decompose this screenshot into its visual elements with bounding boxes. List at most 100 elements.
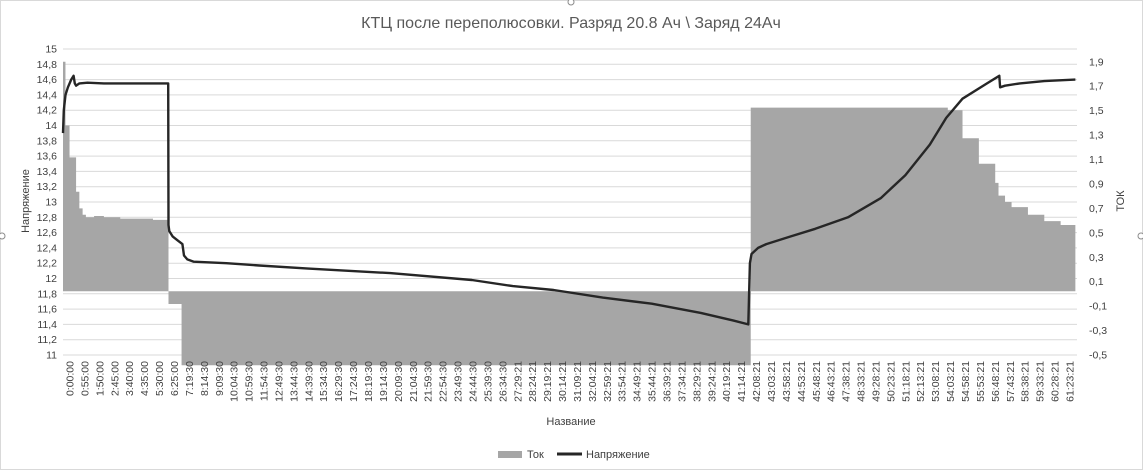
y-right-tick-label: 0,3 bbox=[1089, 252, 1104, 264]
y-left-tick-label: 12,4 bbox=[37, 242, 58, 254]
x-tick-label: 19:14:30 bbox=[378, 361, 390, 402]
y-left-tick-label: 11,4 bbox=[37, 319, 57, 331]
y-left-tick-label: 11 bbox=[46, 350, 57, 362]
y-right-tick-label: 0,9 bbox=[1089, 178, 1104, 190]
x-tick-label: 49:28:21 bbox=[871, 361, 883, 402]
x-tick-label: 34:49:21 bbox=[632, 361, 644, 402]
y-left-tick-label: 15 bbox=[45, 44, 57, 56]
x-tick-label: 41:14:21 bbox=[736, 361, 748, 402]
x-tick-label: 25:39:30 bbox=[482, 361, 494, 402]
resize-handle-left[interactable] bbox=[0, 232, 6, 240]
resize-handle-top[interactable] bbox=[567, 0, 575, 6]
x-tick-label: 8:14:30 bbox=[199, 361, 211, 396]
x-tick-label: 54:03:21 bbox=[945, 361, 957, 402]
x-tick-label: 43:58:21 bbox=[781, 361, 793, 402]
x-tick-label: 32:04:21 bbox=[587, 361, 599, 402]
x-tick-label: 48:33:21 bbox=[856, 361, 868, 402]
y-left-tick-label: 11,8 bbox=[37, 288, 57, 300]
x-tick-label: 14:39:30 bbox=[303, 361, 315, 402]
x-tick-label: 37:34:21 bbox=[676, 361, 688, 402]
y-right-tick-label: -0,5 bbox=[1089, 350, 1107, 362]
y-left-tick-label: 12,8 bbox=[37, 212, 58, 224]
current-area bbox=[63, 61, 1076, 366]
x-tick-label: 10:04:30 bbox=[229, 361, 241, 402]
x-tick-label: 20:09:30 bbox=[393, 361, 405, 402]
x-tick-label: 36:39:21 bbox=[662, 361, 674, 402]
y-left-tick-label: 11,6 bbox=[37, 304, 57, 316]
x-axis-title: Название bbox=[546, 416, 595, 428]
x-tick-label: 30:14:21 bbox=[557, 361, 569, 402]
x-tick-label: 16:29:30 bbox=[333, 361, 345, 402]
x-tick-label: 46:43:21 bbox=[826, 361, 838, 402]
y-right-tick-label: 1,3 bbox=[1089, 130, 1104, 142]
x-tick-label: 50:23:21 bbox=[885, 361, 897, 402]
x-tick-label: 29:19:21 bbox=[542, 361, 554, 402]
y-left-tick-label: 14,6 bbox=[37, 74, 58, 86]
x-tick-label: 21:59:30 bbox=[423, 361, 435, 402]
x-tick-label: 22:54:30 bbox=[438, 361, 450, 402]
x-tick-label: 6:25:00 bbox=[169, 361, 181, 396]
y-left-tick-label: 13 bbox=[45, 197, 57, 209]
y-left-tick-label: 14 bbox=[45, 120, 57, 132]
x-tick-label: 32:59:21 bbox=[602, 361, 614, 402]
x-axis: 0:00:00 0:55:00 1:50:00 2:45:00 3:40:00 4:35:… bbox=[65, 361, 1077, 402]
y-right-tick-label: 0,1 bbox=[1089, 276, 1104, 288]
x-tick-label: 33:54:21 bbox=[617, 361, 629, 402]
x-tick-label: 5:30:00 bbox=[154, 361, 166, 396]
y-left-tick-label: 12,6 bbox=[37, 227, 58, 239]
x-tick-label: 61:23:21 bbox=[1065, 361, 1077, 402]
x-tick-label: 60:28:21 bbox=[1050, 361, 1062, 402]
x-tick-label: 21:04:30 bbox=[408, 361, 420, 402]
x-tick-label: 15:34:30 bbox=[318, 361, 330, 402]
x-tick-label: 27:29:21 bbox=[512, 361, 524, 402]
x-tick-label: 53:08:21 bbox=[930, 361, 942, 402]
x-tick-label: 38:29:21 bbox=[691, 361, 703, 402]
x-tick-label: 57:43:21 bbox=[1005, 361, 1017, 402]
x-tick-label: 2:45:00 bbox=[109, 361, 121, 396]
y-left-tick-label: 13,2 bbox=[37, 181, 58, 193]
legend-current-swatch bbox=[498, 451, 522, 458]
legend: Ток Напряжение bbox=[498, 449, 650, 461]
x-tick-label: 51:18:21 bbox=[900, 361, 912, 402]
y-right-tick-label: 1,5 bbox=[1089, 105, 1104, 117]
x-tick-label: 18:19:30 bbox=[363, 361, 375, 402]
voltage-line-series bbox=[61, 74, 1076, 326]
x-tick-label: 9:09:30 bbox=[214, 361, 226, 396]
x-tick-label: 56:48:21 bbox=[990, 361, 1002, 402]
x-tick-label: 0:00:00 bbox=[65, 361, 77, 396]
y-right-tick-label: -0,3 bbox=[1089, 325, 1107, 337]
y-right-tick-label: 0,5 bbox=[1089, 227, 1104, 239]
x-tick-label: 39:24:21 bbox=[706, 361, 718, 402]
x-tick-label: 1:50:00 bbox=[94, 361, 106, 396]
x-tick-label: 11:54:30 bbox=[259, 361, 271, 401]
y-axis-left-title: Напряжение bbox=[20, 169, 32, 233]
legend-current-label: Ток bbox=[527, 449, 544, 461]
resize-handle-right[interactable] bbox=[1137, 232, 1143, 240]
y-left-tick-label: 14,2 bbox=[37, 105, 58, 117]
x-tick-label: 26:34:30 bbox=[497, 361, 509, 402]
y-left-tick-label: 13,8 bbox=[37, 135, 58, 147]
y-left-tick-label: 13,6 bbox=[37, 151, 58, 163]
x-tick-label: 3:40:00 bbox=[124, 361, 136, 396]
x-tick-label: 10:59:30 bbox=[244, 361, 256, 402]
y-left-tick-label: 12 bbox=[45, 273, 57, 285]
chart-title: КТЦ после переполюсовки. Разряд 20.8 Ач … bbox=[361, 15, 781, 32]
y-left-tick-label: 13,4 bbox=[37, 166, 58, 178]
y-left-tick-label: 14,4 bbox=[37, 89, 58, 101]
y-left-tick-label: 14,8 bbox=[37, 59, 58, 71]
y-left-tick-label: 12,2 bbox=[37, 258, 58, 270]
x-tick-label: 58:38:21 bbox=[1020, 361, 1032, 402]
y-right-tick-label: 0,7 bbox=[1089, 203, 1104, 215]
x-tick-label: 23:49:30 bbox=[453, 361, 465, 402]
x-tick-label: 59:33:21 bbox=[1035, 361, 1047, 402]
x-tick-label: 4:35:00 bbox=[139, 361, 151, 396]
x-tick-label: 12:49:30 bbox=[274, 361, 286, 402]
x-tick-label: 55:53:21 bbox=[975, 361, 987, 402]
x-tick-label: 28:24:21 bbox=[527, 361, 539, 402]
x-tick-label: 31:09:21 bbox=[572, 361, 584, 402]
x-tick-label: 52:13:21 bbox=[915, 361, 927, 402]
x-tick-label: 0:55:00 bbox=[79, 361, 91, 396]
x-tick-label: 43:03:21 bbox=[766, 361, 778, 402]
current-area-series bbox=[63, 61, 1076, 366]
